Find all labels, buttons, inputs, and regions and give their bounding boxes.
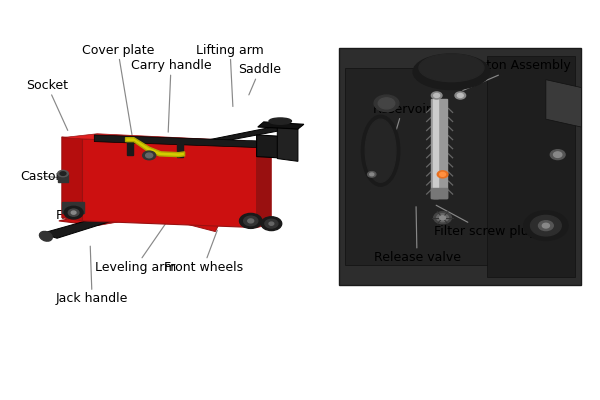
Ellipse shape [365,119,396,182]
Polygon shape [62,137,82,221]
Ellipse shape [419,54,484,82]
Polygon shape [345,68,534,265]
Bar [62,202,84,213]
Ellipse shape [361,115,400,186]
Ellipse shape [378,98,395,109]
Ellipse shape [440,216,446,220]
Ellipse shape [437,171,448,178]
Bar [433,100,439,198]
Ellipse shape [244,216,258,226]
Ellipse shape [431,92,442,99]
Text: Piston Assembly: Piston Assembly [463,59,571,90]
Ellipse shape [554,152,562,157]
Polygon shape [546,80,581,127]
Ellipse shape [265,219,278,228]
Bar [58,174,68,182]
Ellipse shape [440,172,446,176]
Ellipse shape [146,153,153,158]
Bar [127,140,133,155]
Ellipse shape [370,173,374,176]
Ellipse shape [60,172,66,175]
Ellipse shape [434,94,440,98]
Polygon shape [41,207,139,238]
Polygon shape [59,182,260,224]
Text: Leveling arm: Leveling arm [95,218,176,274]
Ellipse shape [143,151,155,160]
Text: Saddle: Saddle [238,63,281,95]
Polygon shape [257,146,271,228]
Ellipse shape [71,211,76,214]
Text: Frame: Frame [56,204,124,222]
Polygon shape [257,135,292,158]
Ellipse shape [437,214,448,222]
Ellipse shape [248,219,254,223]
Ellipse shape [58,170,68,177]
Bar [177,142,183,157]
Text: Lifting arm: Lifting arm [196,44,264,106]
Ellipse shape [539,221,553,230]
Polygon shape [203,124,289,143]
Ellipse shape [239,214,262,228]
Text: Carry handle: Carry handle [131,59,211,132]
Polygon shape [277,127,298,161]
Text: Release valve: Release valve [374,207,461,264]
Bar [339,48,581,285]
Text: Filter screw plug: Filter screw plug [434,205,536,238]
Ellipse shape [542,223,550,228]
Ellipse shape [530,215,561,236]
Ellipse shape [269,118,292,124]
Ellipse shape [455,92,466,99]
Polygon shape [82,139,257,228]
Ellipse shape [64,206,83,219]
Polygon shape [258,122,304,129]
Ellipse shape [68,209,79,216]
Polygon shape [94,135,257,148]
Text: Castors: Castors [20,170,68,183]
Ellipse shape [261,217,282,230]
Ellipse shape [413,54,490,90]
Ellipse shape [434,212,451,224]
Polygon shape [162,218,218,232]
Text: Front wheels: Front wheels [164,230,243,274]
Polygon shape [62,134,257,146]
Text: Socket: Socket [26,79,68,130]
Bar [431,100,448,198]
Polygon shape [125,138,185,157]
Ellipse shape [457,94,463,98]
Text: Reservoir: Reservoir [373,103,432,130]
Ellipse shape [550,150,565,160]
Text: Jack handle: Jack handle [56,246,128,305]
Ellipse shape [374,95,399,112]
Polygon shape [80,189,268,226]
Ellipse shape [269,222,274,225]
Ellipse shape [368,172,376,177]
Ellipse shape [40,232,52,241]
Bar [431,188,448,198]
Polygon shape [487,56,575,277]
Text: Cover plate: Cover plate [82,44,154,136]
Ellipse shape [524,211,568,240]
